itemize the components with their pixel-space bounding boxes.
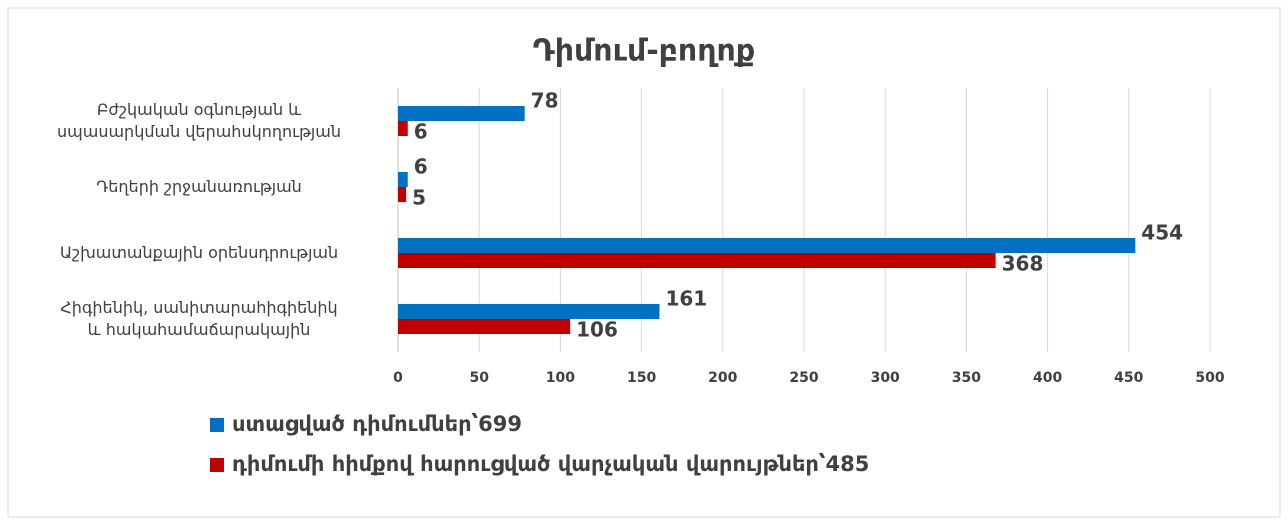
x-tick-label: 150 [627,370,656,386]
legend-swatch [210,418,224,432]
bar [398,172,408,187]
bar [398,121,408,136]
y-tick-label: Դեղերի շրջանառության [96,177,302,196]
x-tick-label: 400 [1033,370,1062,386]
x-tick-label: 350 [952,370,981,386]
x-tick-label: 0 [393,370,403,386]
bar [398,319,571,334]
legend-label: ստացված դիմումներ՝699 [232,412,522,436]
data-label: 368 [1002,252,1044,276]
x-tick-label: 300 [871,370,900,386]
data-label: 106 [576,318,618,342]
bar [398,106,525,121]
bar [398,238,1136,253]
bar [398,253,996,268]
chart-title: Դիմում-բողոք [533,34,755,69]
y-tick-label: Բժշկական օգնության և սպասարկման վերահսկո… [57,100,341,141]
data-label: 6 [414,120,428,144]
data-label: 161 [665,287,707,311]
y-tick-label: Աշխատանքային օրենսդրության [59,243,339,262]
legend-label: դիմումի հիմքով հարուցված վարչական վարույ… [232,452,869,476]
data-label: 78 [531,89,559,113]
data-label: 5 [412,186,426,210]
bar [398,304,660,319]
y-tick-label: Հիգիենիկ, սանիտարահիգիենիկ և հակահամաճար… [60,298,338,339]
x-tick-label: 50 [469,370,489,386]
data-label: 454 [1141,221,1183,245]
x-tick-label: 100 [546,370,575,386]
bar [398,187,407,202]
x-tick-label: 200 [708,370,737,386]
x-tick-label: 250 [789,370,818,386]
x-tick-label: 450 [1114,370,1143,386]
legend-swatch [210,458,224,472]
x-tick-label: 500 [1195,370,1224,386]
data-label: 6 [414,155,428,179]
